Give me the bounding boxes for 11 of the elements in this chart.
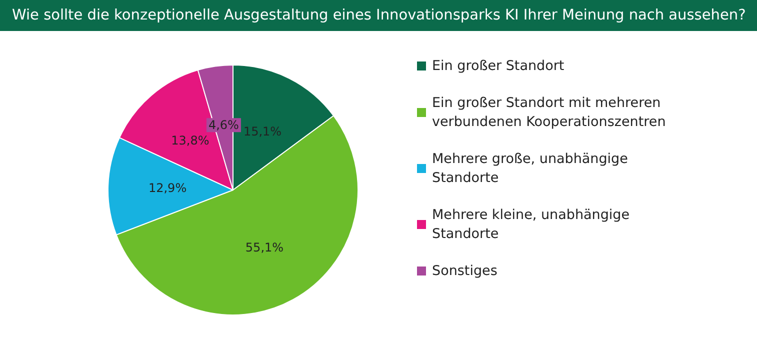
legend-label: Mehrere kleine, unabhängige Standorte — [432, 207, 634, 242]
data-label: 55,1% — [245, 240, 284, 254]
legend-label: Sonstiges — [432, 263, 498, 279]
data-label: 15,1% — [243, 124, 282, 139]
data-label: 13,8% — [171, 133, 210, 148]
data-label: 4,6% — [208, 118, 239, 132]
legend-label: Ein großer Standort mit mehreren verbundenen Kooperationszentren — [432, 95, 666, 130]
chart-title: Wie sollte die konzeptionelle Ausgestaltung eines Innovationsparks KI Ihrer Meinung nach aussehen? — [12, 8, 746, 24]
legend-label: Mehrere große, unabhängige Standorte — [432, 151, 632, 186]
data-label: 12,9% — [148, 180, 187, 195]
legend-label: Ein großer Standort — [432, 58, 564, 74]
